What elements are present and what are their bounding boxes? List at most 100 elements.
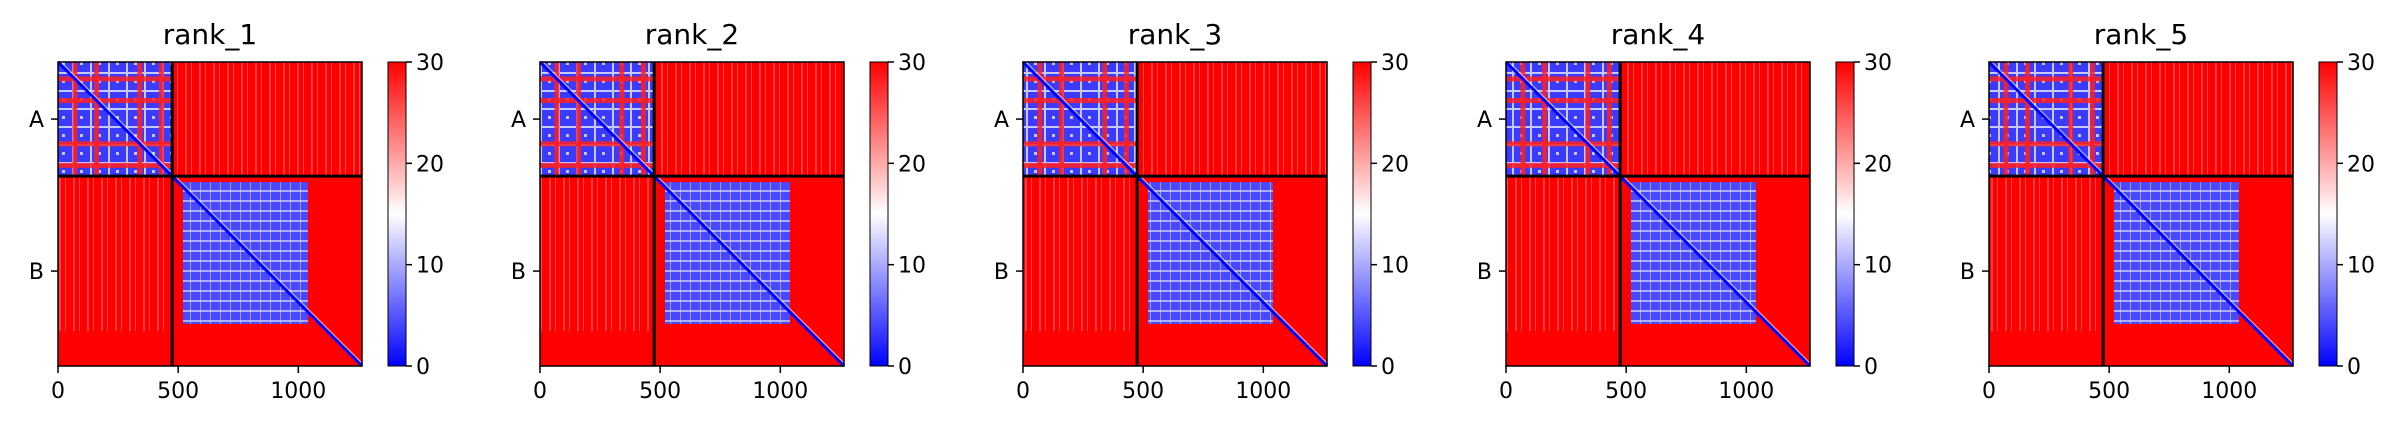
diagonal-line	[1987, 60, 2295, 368]
heatmap-panel-3: rank_3 0 500 1000 A B 0 10 20 30	[994, 18, 1409, 404]
chain-label-b: B	[1960, 260, 1975, 285]
block-a-b	[2103, 62, 2293, 177]
colorbar-tick-label: 10	[2347, 254, 2375, 279]
block-a-a-stripe-v	[1542, 62, 1548, 177]
chain-label-a: A	[1960, 108, 1975, 133]
chain-label-a: A	[1477, 108, 1492, 133]
block-a-a-stripe-v	[1606, 62, 1612, 177]
block-a-a-stripe-h	[1989, 76, 2104, 82]
heatmap-panel-5: rank_5 0 500 1000 A B 0 10 20 30	[1960, 18, 2375, 404]
block-a-a-stripe-v	[640, 62, 646, 177]
block-a-a-stripe-h	[1506, 141, 1621, 147]
x-tick-label: 0	[1499, 379, 1513, 404]
x-tick-label: 500	[1605, 379, 1647, 404]
block-a-a-stripe-h	[1023, 98, 1138, 104]
block-b-b	[1147, 182, 1273, 324]
colorbar	[869, 61, 889, 367]
block-a-a-stripe-v	[576, 62, 582, 177]
block-b-a	[58, 176, 173, 332]
block-a-a-stripe-h	[540, 98, 655, 104]
block-a-a-stripe-v	[2068, 62, 2074, 177]
diagonal-highlight	[1508, 61, 1811, 364]
colorbar	[1835, 61, 1855, 367]
x-tick-label: 0	[51, 379, 65, 404]
block-a-a-stripe-v	[554, 62, 560, 177]
block-a-a-stripe-v	[2025, 62, 2031, 177]
block-a-a-stripe-v	[72, 62, 78, 177]
diagonal-highlight	[60, 61, 363, 364]
chain-label-b: B	[994, 260, 1009, 285]
x-tick-label: 0	[1016, 379, 1030, 404]
chain-label-b: B	[511, 260, 526, 285]
colorbar-tick-label: 0	[1381, 355, 1395, 380]
block-a-a-stripe-v	[1520, 62, 1526, 177]
panel-title: rank_4	[1611, 18, 1705, 51]
block-a-a-stripe-v	[137, 62, 143, 177]
colorbar-tick-label: 30	[898, 51, 926, 76]
colorbar-tick-label: 10	[898, 254, 926, 279]
x-tick-label: 0	[1982, 379, 1996, 404]
block-a-a-stripe-h	[540, 76, 655, 82]
x-tick-label: 1000	[1718, 379, 1774, 404]
x-tick-label: 500	[639, 379, 681, 404]
block-a-b	[1137, 62, 1327, 177]
panel-title: rank_5	[2094, 18, 2188, 51]
colorbar-tick-label: 10	[1381, 254, 1409, 279]
block-b-b	[1630, 182, 1756, 324]
block-a-a-stripe-h	[540, 162, 655, 168]
heatmap-panel-1: rank_1 0 500 1000 A B 0 10 20 30	[29, 18, 444, 404]
colorbar-tick-label: 0	[416, 355, 430, 380]
diagonal-line	[1021, 60, 1329, 368]
block-a-a-stripe-h	[1023, 162, 1138, 168]
block-a-a-stripe-v	[158, 62, 164, 177]
block-a-a-stripe-v	[94, 62, 100, 177]
block-a-a-stripe-h	[1989, 98, 2104, 104]
chain-label-a: A	[511, 108, 526, 133]
x-tick-label: 0	[533, 379, 547, 404]
chain-label-a: A	[994, 108, 1009, 133]
panel-title: rank_2	[645, 18, 739, 51]
colorbar-tick-label: 10	[416, 254, 444, 279]
block-a-a-stripe-h	[58, 98, 173, 104]
block-a-a-stripe-h	[1506, 76, 1621, 82]
colorbar-tick-label: 0	[2347, 355, 2361, 380]
block-a-a-stripe-h	[1506, 162, 1621, 168]
colorbar-tick-label: 30	[1381, 51, 1409, 76]
block-b-b	[664, 182, 790, 324]
colorbar-tick-label: 10	[1864, 254, 1892, 279]
chain-label-b: B	[29, 260, 44, 285]
block-b-a	[540, 176, 655, 332]
block-b-a	[1506, 176, 1621, 332]
x-tick-label: 500	[157, 379, 199, 404]
colorbar	[1352, 61, 1372, 367]
colorbar	[387, 61, 407, 367]
diagonal-line	[1504, 60, 1812, 368]
x-tick-label: 1000	[2201, 379, 2257, 404]
block-a-a-stripe-h	[1023, 76, 1138, 82]
block-b-b	[182, 182, 308, 324]
x-tick-label: 1000	[270, 379, 326, 404]
heatmap-frame	[539, 61, 845, 367]
diagonal-highlight	[1025, 61, 1328, 364]
diagonal-line	[538, 60, 846, 368]
block-a-a-stripe-v	[1585, 62, 1591, 177]
colorbar-tick-label: 20	[898, 152, 926, 177]
heatmap-frame	[1988, 61, 2294, 367]
block-a-a-stripe-v	[1102, 62, 1108, 177]
block-a-a-stripe-h	[540, 141, 655, 147]
block-a-a-stripe-h	[1023, 141, 1138, 147]
block-a-a-stripe-v	[1037, 62, 1043, 177]
panel-title: rank_3	[1128, 18, 1222, 51]
x-tick-label: 1000	[752, 379, 808, 404]
block-a-a-stripe-h	[58, 162, 173, 168]
x-tick-label: 500	[1122, 379, 1164, 404]
chain-label-a: A	[29, 108, 44, 133]
x-tick-label: 500	[2088, 379, 2130, 404]
block-a-a-stripe-h	[1989, 141, 2104, 147]
block-a-a-stripe-h	[1989, 162, 2104, 168]
colorbar-tick-label: 20	[1381, 152, 1409, 177]
block-a-b	[654, 62, 844, 177]
colorbar-tick-label: 30	[416, 51, 444, 76]
block-a-a-stripe-v	[1123, 62, 1129, 177]
